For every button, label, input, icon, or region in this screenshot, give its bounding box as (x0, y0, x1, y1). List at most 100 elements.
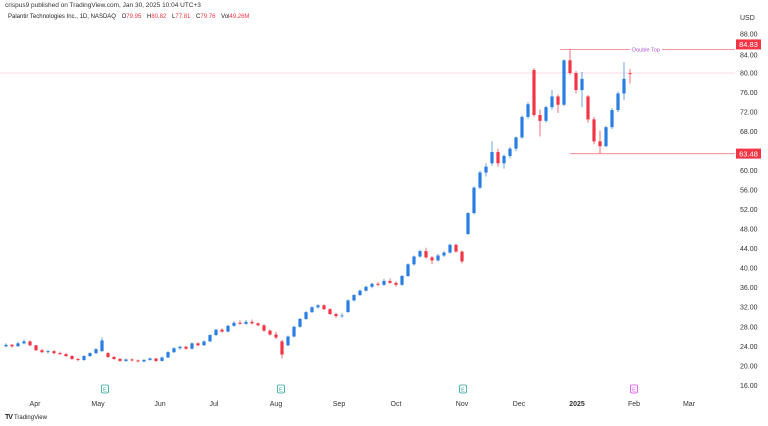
candle-body (388, 280, 392, 283)
candle (550, 90, 554, 110)
y-tick-label: 60.00 (740, 168, 758, 175)
candle (286, 335, 290, 347)
candle-body (178, 346, 182, 349)
close-value: 79.76 (200, 14, 216, 20)
level-lines: 84.83 Double Top 63.48 (0, 39, 761, 159)
candle (562, 59, 566, 107)
earnings-marker[interactable]: E (101, 384, 109, 394)
candle-body (190, 343, 194, 349)
x-axis[interactable]: Apr May Jun Jul Aug Sep Oct Nov Dec 2025 Feb Mar (30, 401, 696, 408)
candle (544, 105, 548, 123)
candle (172, 347, 176, 354)
candle (196, 342, 200, 347)
candle (130, 358, 134, 362)
candle-body (364, 286, 368, 291)
candle-body (118, 358, 122, 361)
candle-body (586, 96, 590, 120)
x-tick-label: Jun (154, 401, 165, 408)
y-axis[interactable]: 88.00 84.00 80.00 76.00 72.00 68.00 60.00 56.00… (740, 31, 758, 389)
candle (556, 94, 560, 114)
brand-name: TradingView (13, 414, 47, 421)
candle (514, 136, 518, 152)
y-tick-label: 20.00 (740, 363, 758, 370)
candle (598, 130, 602, 154)
y-tick-label: 76.00 (740, 90, 758, 97)
candle (322, 304, 326, 311)
candle-body (346, 300, 350, 313)
candle-body (220, 329, 224, 332)
candle-body (328, 309, 332, 315)
candle (436, 254, 440, 262)
candle (166, 351, 170, 358)
open-value: 79.95 (126, 14, 142, 20)
candle (70, 355, 74, 360)
candle (448, 243, 452, 254)
x-tick-label: 2025 (569, 401, 585, 408)
earnings-marker[interactable]: E (459, 384, 467, 394)
currency-label: USD (740, 15, 755, 22)
candle-body (466, 213, 470, 235)
y-tick-label: 24.00 (740, 344, 758, 351)
candle-body (244, 321, 248, 324)
candle-body (424, 251, 428, 258)
candle-body (472, 187, 476, 214)
candle-body (514, 137, 518, 149)
candle (346, 299, 350, 313)
x-tick-label: May (91, 401, 105, 408)
candle-body (292, 326, 296, 337)
candle-body (106, 353, 110, 358)
candle-body (70, 356, 74, 359)
candle-body (538, 114, 542, 121)
candle-body (112, 357, 116, 359)
candle (88, 352, 92, 358)
candle-body (316, 305, 320, 308)
earnings-marker[interactable]: E (630, 384, 638, 394)
earnings-label: E (279, 388, 283, 394)
candle-body (196, 343, 200, 346)
candle-body (622, 78, 626, 94)
candle-body (478, 172, 482, 188)
candle-body (4, 344, 8, 347)
candle (64, 353, 68, 358)
candle (124, 358, 128, 362)
candle (442, 251, 446, 257)
candle (202, 340, 206, 346)
candle (574, 71, 578, 94)
price-label-badge (736, 39, 761, 50)
candle (118, 357, 122, 362)
candle-body (592, 119, 596, 142)
candle-body (238, 322, 242, 324)
candle-body (124, 359, 128, 361)
candle (142, 358, 146, 363)
x-tick-label: Mar (683, 401, 696, 408)
candle (160, 356, 164, 362)
candle-body (334, 314, 338, 317)
x-tick-label: Jul (210, 401, 219, 408)
y-tick-label: 36.00 (740, 285, 758, 292)
candle-body (436, 255, 440, 261)
candle (28, 340, 32, 347)
candle-body (208, 335, 212, 342)
high-label: H (146, 14, 152, 20)
candle-body (214, 329, 218, 336)
y-tick-label: 56.00 (740, 188, 758, 195)
earnings-marker[interactable]: E (277, 384, 285, 394)
candle (424, 247, 428, 259)
candle (592, 116, 596, 145)
candle (484, 163, 488, 177)
candle-body (154, 358, 158, 361)
candle (340, 313, 344, 318)
candle-body (556, 96, 560, 105)
candle-body (484, 166, 488, 173)
candle (406, 263, 410, 277)
candle (394, 281, 398, 287)
candle-body (454, 244, 458, 252)
candle (610, 108, 614, 130)
candle (628, 68, 632, 84)
candle (184, 345, 188, 350)
candle (76, 357, 80, 362)
candle (178, 345, 182, 350)
candle-body (526, 104, 530, 117)
